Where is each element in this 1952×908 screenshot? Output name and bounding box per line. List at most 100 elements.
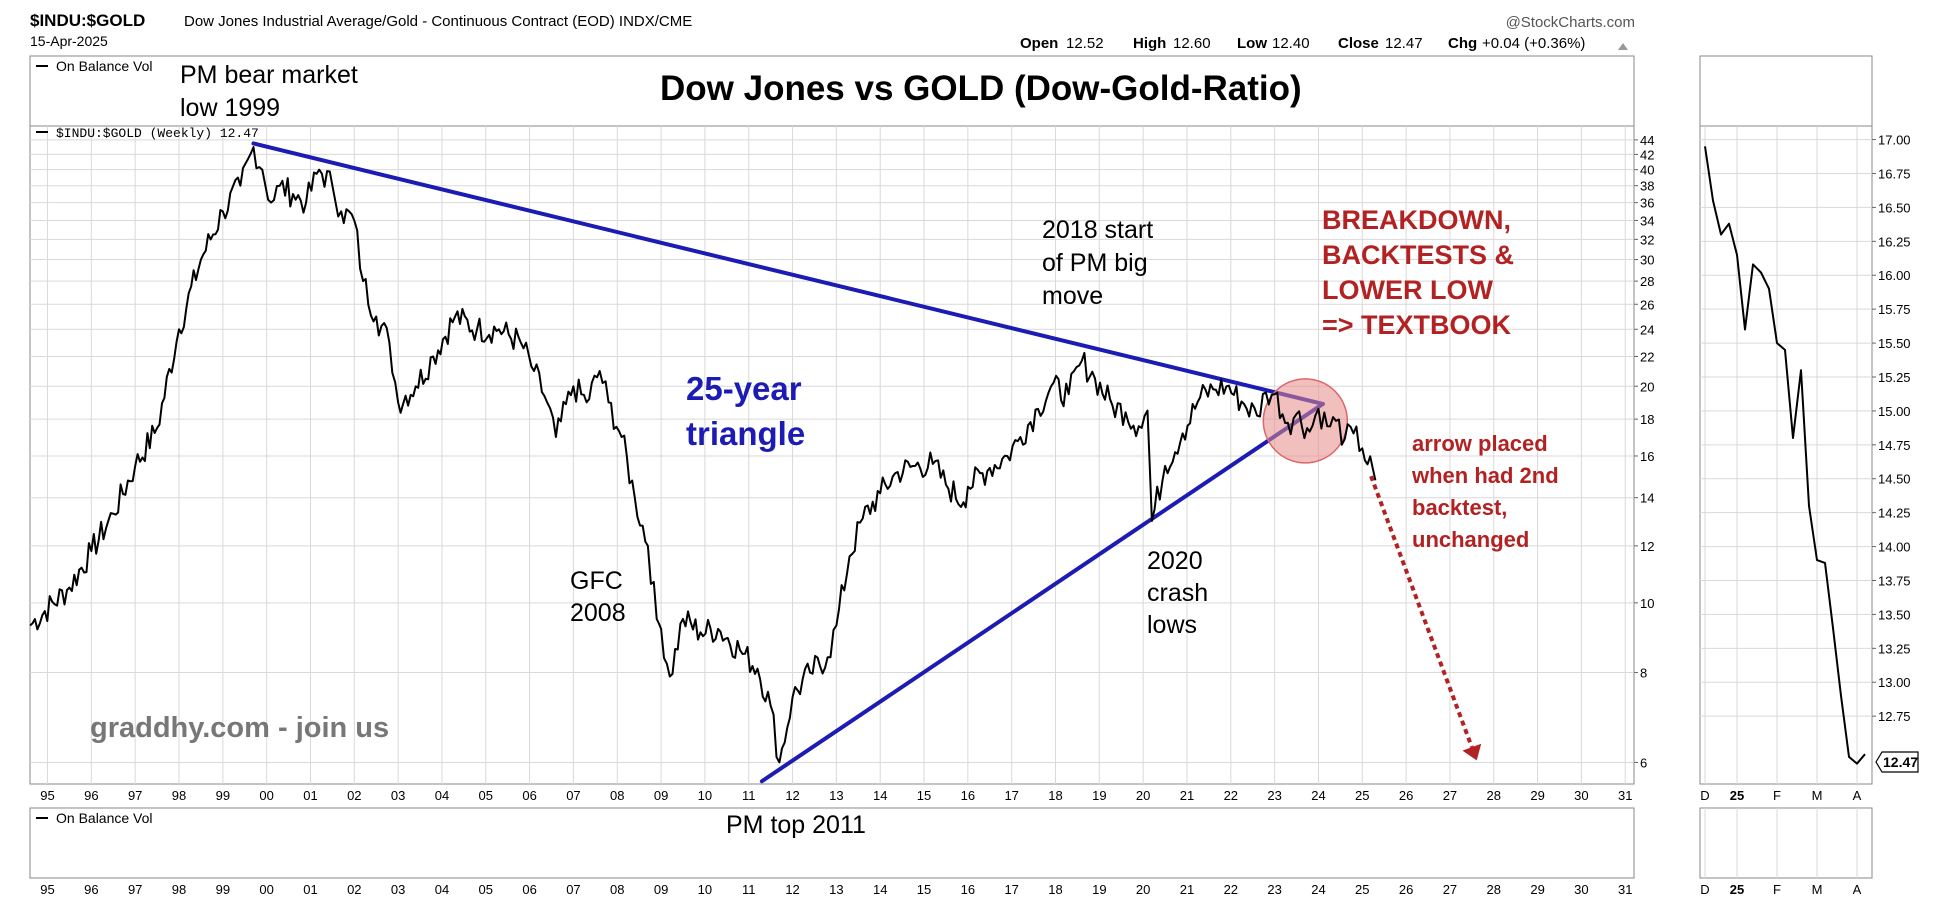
x-tick-label: 06 (522, 788, 536, 803)
x-tick-label: 99 (216, 788, 230, 803)
y-tick-label: 30 (1640, 253, 1654, 268)
x-tick-label: 03 (391, 788, 405, 803)
breakdown-line-2: BACKTESTS & (1322, 240, 1514, 270)
breakdown-highlight-circle (1262, 378, 1349, 464)
gfc-line-1: GFC (570, 567, 623, 595)
copyright: @StockCharts.com (1506, 14, 1635, 31)
last-value-tag-text: 12.47 (1883, 754, 1918, 770)
bottom-x-tick-label: 08 (610, 882, 624, 897)
bottom-x-tick-label: 27 (1443, 882, 1457, 897)
gfc-line-2: 2008 (570, 599, 626, 627)
bottom-x-tick-label: 11 (742, 882, 756, 897)
side-y-tick-label: 15.00 (1878, 404, 1911, 419)
x-tick-label: 98 (172, 788, 186, 803)
side-y-tick-label: 13.50 (1878, 607, 1911, 622)
bottom-x-tick-label: 04 (435, 882, 449, 897)
x-tick-label: 31 (1618, 788, 1632, 803)
x-tick-label: 01 (303, 788, 317, 803)
start2018-line-3: move (1042, 282, 1103, 310)
side-bottom-panel (1699, 807, 1873, 879)
bottom-x-tick-label: 02 (347, 882, 361, 897)
y-tick-label: 12 (1640, 539, 1654, 554)
side-main-panel (1699, 125, 1873, 785)
side-y-tick-label: 13.00 (1878, 675, 1911, 690)
side-top-panel (1699, 55, 1873, 127)
collapse-arrow-icon[interactable] (1618, 43, 1628, 50)
y-tick-label: 20 (1640, 379, 1654, 394)
open-value: 12.52 (1066, 35, 1104, 52)
chart-date: 15-Apr-2025 (30, 33, 108, 49)
side-x-tick-label: D (1700, 788, 1709, 803)
x-tick-label: 95 (40, 788, 54, 803)
main-panel-frame (29, 125, 1635, 785)
main-x-axis: 95 96 97 98 99 00 01 02 03 04 05 06 07 08 09 10 11 12 13 14… (40, 788, 1632, 803)
main-legend: $INDU:$GOLD (Weekly) 12.47 (56, 126, 259, 141)
y-tick-label: 42 (1640, 147, 1654, 162)
bottom-x-tick-label: 14 (873, 882, 887, 897)
bottom-x-tick-label: 99 (216, 882, 230, 897)
x-tick-label: 00 (259, 788, 273, 803)
side-y-tick-label: 16.25 (1878, 234, 1911, 249)
bottom-x-tick-label: 31 (1618, 882, 1632, 897)
bottom-x-tick-label: 26 (1399, 882, 1413, 897)
arrow-note-line-2: when had 2nd (1411, 463, 1559, 488)
side-series (1704, 146, 1866, 765)
open-label: Open (1020, 35, 1058, 52)
side-y-tick-label: 16.00 (1878, 268, 1911, 283)
chg-value: +0.04 (+0.36%) (1482, 35, 1585, 52)
last-value-tag-shape (1875, 751, 1919, 773)
side-bottom-x-tick-label: 25 (1730, 882, 1744, 897)
side-x-tick-label: 25 (1730, 788, 1744, 803)
side-y-tick-label: 14.25 (1878, 506, 1911, 521)
bottom-x-tick-label: 29 (1530, 882, 1544, 897)
start2018-line-2: of PM big (1042, 249, 1148, 277)
bottom-x-tick-label: 97 (128, 882, 142, 897)
chg-label: Chg (1448, 35, 1477, 52)
x-tick-label: 97 (128, 788, 142, 803)
side-bottom-x-tick-label: F (1773, 882, 1781, 897)
arrow-note-line-3: backtest, (1412, 495, 1507, 520)
y-tick-label: 8 (1640, 666, 1647, 681)
main-grid (30, 126, 1634, 878)
x-tick-label: 18 (1048, 788, 1062, 803)
start2018-line-1: 2018 start (1042, 216, 1153, 244)
close-value: 12.47 (1385, 35, 1423, 52)
x-tick-label: 04 (435, 788, 449, 803)
side-y-tick-label: 13.75 (1878, 573, 1911, 588)
y-tick-label: 34 (1640, 213, 1654, 228)
x-tick-label: 08 (610, 788, 624, 803)
y-tick-label: 32 (1640, 232, 1654, 247)
y-tick-label: 36 (1640, 196, 1654, 211)
watermark: graddhy.com - join us (90, 712, 389, 744)
bottom-x-tick-label: 05 (479, 882, 493, 897)
y-tick-label: 38 (1640, 179, 1654, 194)
ratio-line (29, 146, 1377, 764)
x-tick-label: 19 (1092, 788, 1106, 803)
side-y-tick-label: 16.75 (1878, 166, 1911, 181)
side-y-axis: 12.75 13.00 13.25 13.50 13.75 14.00 14.25 14.50… (1872, 133, 1911, 724)
chart-title: Dow Jones vs GOLD (Dow-Gold-Ratio) (660, 69, 1302, 108)
bottom-x-tick-label: 12 (785, 882, 799, 897)
bottom-x-tick-label: 15 (917, 882, 931, 897)
x-tick-label: 30 (1574, 788, 1588, 803)
y-tick-label: 6 (1640, 755, 1647, 770)
pm-bear-line-2: low 1999 (180, 94, 280, 122)
x-tick-label: 15 (917, 788, 931, 803)
top-panel-label: On Balance Vol (56, 58, 153, 74)
bottom-x-tick-label: 23 (1267, 882, 1281, 897)
x-tick-label: 27 (1443, 788, 1457, 803)
x-tick-label: 26 (1399, 788, 1413, 803)
breakdown-line-1: BREAKDOWN, (1322, 205, 1511, 235)
x-tick-label: 21 (1180, 788, 1194, 803)
crash2020-line-3: lows (1147, 611, 1197, 639)
triangle-line-1: 25-year (686, 370, 802, 407)
bottom-x-tick-label: 07 (566, 882, 580, 897)
x-tick-label: 17 (1004, 788, 1018, 803)
bottom-x-axis: 95 96 97 98 99 00 01 02 03 04 05 06 07 08 09 10 11 12 13 14… (40, 882, 1632, 897)
x-tick-label: 22 (1224, 788, 1238, 803)
bottom-x-tick-label: 03 (391, 882, 405, 897)
upper-trendline (251, 141, 1325, 406)
high-label: High (1133, 35, 1166, 52)
chart-description: Dow Jones Industrial Average/Gold - Cont… (184, 13, 692, 30)
